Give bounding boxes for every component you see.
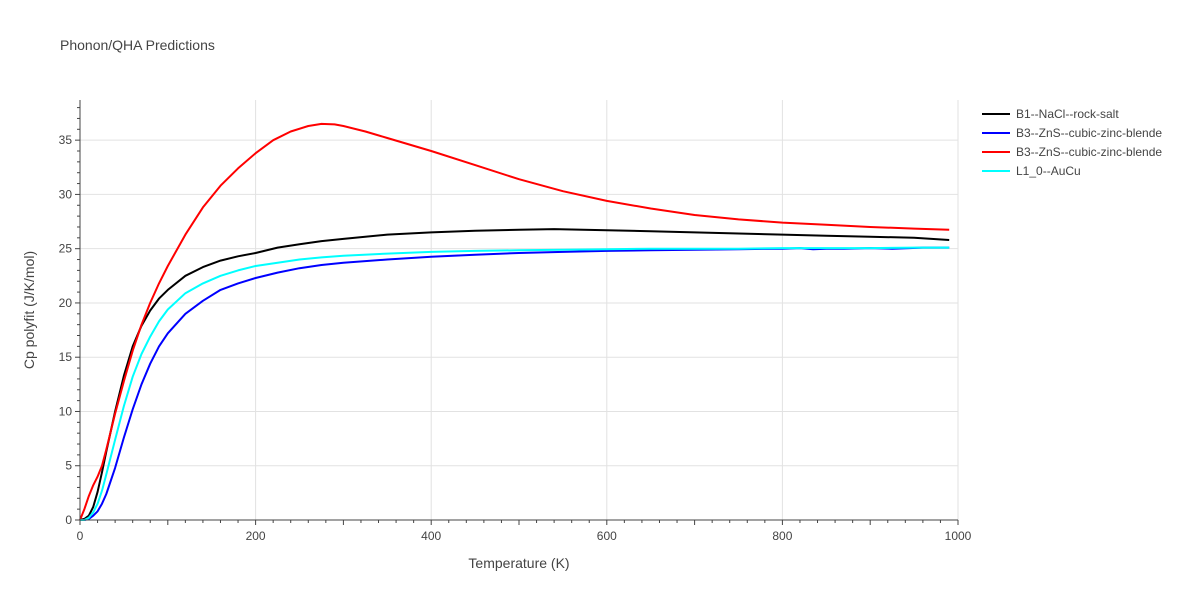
x-tick-label: 0 xyxy=(77,529,84,543)
series-line-1 xyxy=(80,246,950,521)
legend-item[interactable]: B1--NaCl--rock-salt xyxy=(982,107,1119,121)
legend-item[interactable]: L1_0--AuCu xyxy=(982,164,1081,178)
y-tick-label: 10 xyxy=(59,404,73,418)
legend-label: B1--NaCl--rock-salt xyxy=(1016,107,1119,121)
series-line-0 xyxy=(79,228,950,521)
y-axis-title: Cp polyfit (J/K/mol) xyxy=(21,251,37,369)
y-tick-label: 35 xyxy=(59,133,73,147)
legend-label: L1_0--AuCu xyxy=(1016,164,1081,178)
y-tick-label: 20 xyxy=(59,296,73,310)
legend-item[interactable]: B3--ZnS--cubic-zinc-blende xyxy=(982,145,1162,159)
legend-label: B3--ZnS--cubic-zinc-blende xyxy=(1016,145,1162,159)
x-tick-label: 800 xyxy=(772,529,792,543)
legend-item[interactable]: B3--ZnS--cubic-zinc-blende xyxy=(982,126,1162,140)
chart-title: Phonon/QHA Predictions xyxy=(60,37,215,53)
x-tick-label: 600 xyxy=(597,529,617,543)
axes xyxy=(75,100,959,525)
y-tick-label: 30 xyxy=(59,187,73,201)
ticks: 0 200 400 600 800 1000 0 5 10 15 20 25 30 35 xyxy=(59,133,972,543)
x-tick-label: 400 xyxy=(421,529,441,543)
legend-label: B3--ZnS--cubic-zinc-blende xyxy=(1016,126,1162,140)
series-line-3 xyxy=(80,246,950,521)
y-tick-label: 5 xyxy=(65,459,72,473)
y-tick-label: 0 xyxy=(65,513,72,527)
legend[interactable]: B1--NaCl--rock-salt B3--ZnS--cubic-zinc-b… xyxy=(982,107,1162,178)
grid xyxy=(80,100,959,520)
x-axis-title: Temperature (K) xyxy=(468,555,569,571)
y-tick-label: 25 xyxy=(59,242,73,256)
series-line-2 xyxy=(79,122,950,521)
x-tick-label: 1000 xyxy=(945,529,972,543)
series-layer xyxy=(79,122,950,521)
x-tick-label: 200 xyxy=(246,529,266,543)
y-tick-label: 15 xyxy=(59,350,73,364)
